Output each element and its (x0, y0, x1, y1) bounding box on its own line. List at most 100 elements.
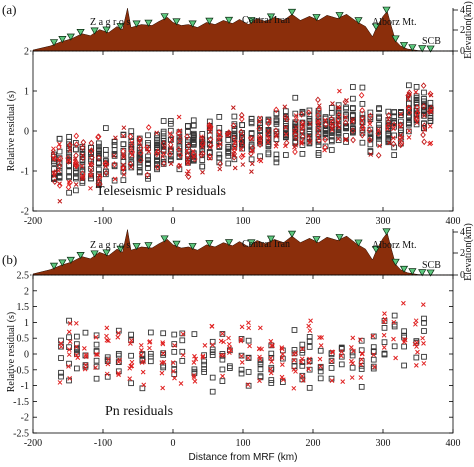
residual-point-a (391, 126, 396, 132)
x-tick-label-b: 100 (236, 438, 251, 449)
residual-point-b (391, 323, 398, 330)
residual-point-a (136, 168, 143, 175)
residual-point-a (359, 101, 366, 107)
residual-point-a (190, 141, 197, 147)
residual-point-a (103, 169, 109, 177)
residual-point-a (239, 132, 245, 140)
residual-point-a (50, 149, 56, 155)
residual-point-a (426, 108, 433, 115)
residual-point-a (391, 144, 398, 151)
residual-point-a (293, 142, 299, 148)
residual-point-a (56, 174, 63, 181)
residual-point-b (219, 366, 226, 373)
residual-point-a (315, 142, 322, 148)
residual-point-a (315, 132, 321, 139)
residual-point-b (246, 325, 252, 331)
residual-point-a (376, 127, 381, 133)
residual-point-b (75, 355, 81, 360)
residual-point-b (257, 366, 264, 373)
residual-point-a (413, 96, 420, 103)
residual-point-b (268, 364, 275, 371)
residual-point-b (340, 379, 346, 385)
residual-point-a (322, 136, 328, 143)
residual-point-b (93, 375, 100, 382)
residual-point-a (315, 126, 321, 134)
residual-point-b (391, 319, 397, 325)
residual-point-b (193, 356, 199, 362)
residual-point-b (57, 380, 63, 385)
y-tick-label-b: 2 (24, 286, 29, 297)
residual-point-b (413, 321, 418, 327)
residual-point-b (104, 371, 110, 377)
elevation-profile-a: Z a g r o s Central Iran Alborz Mt. SCB … (30, 1, 474, 59)
residual-point-b (421, 341, 426, 346)
residual-point-a (184, 133, 190, 140)
residual-point-b (391, 312, 398, 319)
residual-point-b (413, 318, 419, 324)
region-label-zagros-a: Z a g r o s (90, 17, 130, 28)
residual-point-a (247, 134, 254, 142)
residual-point-a (56, 143, 62, 151)
residual-point-b (66, 334, 72, 341)
residual-point-a (73, 175, 79, 182)
station-marker-b (205, 240, 214, 248)
residual-point-a (316, 136, 322, 144)
residual-point-a (167, 153, 174, 160)
residual-point-b (58, 369, 64, 376)
residual-point-b (238, 336, 244, 342)
residual-point-a (89, 154, 95, 161)
station-marker-b (144, 242, 153, 250)
residual-point-b (226, 363, 233, 370)
residual-point-b (226, 341, 232, 347)
residual-point-a (185, 139, 191, 146)
residual-point-a (167, 141, 174, 149)
elevation-axis-title-b: Elevation(km) (463, 223, 474, 281)
residual-point-a (420, 131, 426, 139)
residual-point-a (359, 122, 365, 128)
y-tick-label-b: -1.5 (13, 397, 29, 408)
residual-point-a (284, 115, 290, 123)
residual-point-a (56, 168, 61, 174)
residual-point-b (179, 337, 186, 344)
station-marker-b (408, 268, 417, 276)
residual-point-b (74, 333, 80, 340)
residual-point-a (315, 112, 321, 119)
station-marker-a (312, 14, 321, 22)
station-marker-a (335, 12, 344, 20)
residual-point-a (248, 150, 254, 157)
station-marker-a (188, 20, 197, 28)
residual-point-a (185, 123, 191, 129)
residual-point-a (225, 132, 230, 138)
residual-point-a (154, 135, 160, 142)
residual-point-a (386, 121, 392, 127)
residual-point-a (128, 139, 135, 145)
x-tick-label-b: 0 (171, 438, 176, 449)
residual-point-b (239, 353, 244, 359)
elevation-profile-b: Z a g r o s Central Iran Alborz Mt. SCB … (30, 223, 474, 281)
residual-point-a (267, 118, 272, 123)
residual-point-a (359, 84, 366, 91)
residual-point-a (66, 168, 72, 175)
residual-point-a (51, 169, 58, 176)
residual-point-b (238, 370, 245, 377)
residual-point-b (172, 343, 177, 348)
residual-point-b (227, 345, 233, 351)
x-axis-title: Distance from MRF (km) (189, 452, 298, 463)
y-tick-label-b: -0.5 (13, 365, 29, 376)
residual-point-b (381, 351, 388, 358)
residual-point-a (80, 152, 85, 158)
residual-point-a (137, 140, 142, 146)
residual-point-a (145, 153, 151, 160)
residual-point-a (144, 171, 151, 179)
station-marker-b (172, 240, 181, 248)
residual-point-a (66, 189, 72, 196)
residual-point-a (56, 157, 62, 163)
residual-point-a (67, 141, 73, 149)
residual-point-a (421, 138, 427, 146)
residual-points-b (57, 300, 427, 395)
residual-point-b (401, 362, 407, 369)
residual-point-a (283, 132, 289, 139)
residual-point-a (120, 141, 127, 148)
residual-point-a (103, 125, 109, 131)
residual-point-b (160, 350, 167, 357)
